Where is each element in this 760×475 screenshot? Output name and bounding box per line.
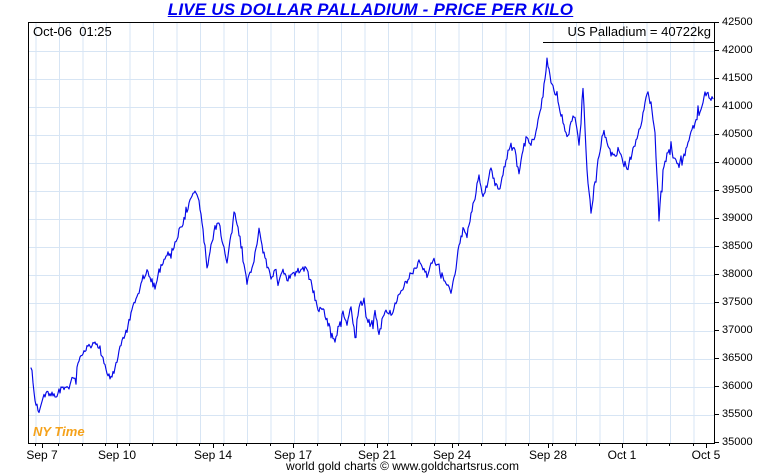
y-tick-label: 37000: [722, 324, 753, 336]
y-tick-label: 38000: [722, 268, 753, 280]
y-tick-label: 35500: [722, 408, 753, 420]
y-tick-label: 40500: [722, 128, 753, 140]
y-tick-label: 36000: [722, 380, 753, 392]
y-tick-label: 39500: [722, 184, 753, 196]
plot-area: Oct-06 01:25 US Palladium = 40722kg NY T…: [28, 22, 715, 444]
footer-caption: world gold charts © www.goldchartsrus.co…: [286, 459, 519, 473]
datetime-label: Oct-06 01:25: [33, 24, 112, 39]
quote-label: US Palladium = 40722kg: [567, 24, 711, 39]
quote-box: US Palladium = 40722kg: [543, 23, 714, 43]
timezone-label: NY Time: [33, 424, 85, 439]
y-tick-label: 38500: [722, 240, 753, 252]
chart-title: LIVE US DOLLAR PALLADIUM - PRICE PER KIL…: [167, 0, 574, 19]
y-tick-label: 41000: [722, 100, 753, 112]
gridlines: [29, 23, 714, 443]
y-tick-label: 37500: [722, 296, 753, 308]
y-tick-label: 42500: [722, 16, 753, 28]
y-tick-label: 41500: [722, 72, 753, 84]
y-tick-label: 42000: [722, 44, 753, 56]
y-tick-label: 40000: [722, 156, 753, 168]
price-chart: [29, 23, 714, 443]
y-tick-label: 35000: [722, 436, 753, 448]
y-tick-label: 39000: [722, 212, 753, 224]
y-tick-label: 36500: [722, 352, 753, 364]
x-tick-label: Sep 7: [26, 448, 58, 462]
price-line: [30, 57, 714, 414]
